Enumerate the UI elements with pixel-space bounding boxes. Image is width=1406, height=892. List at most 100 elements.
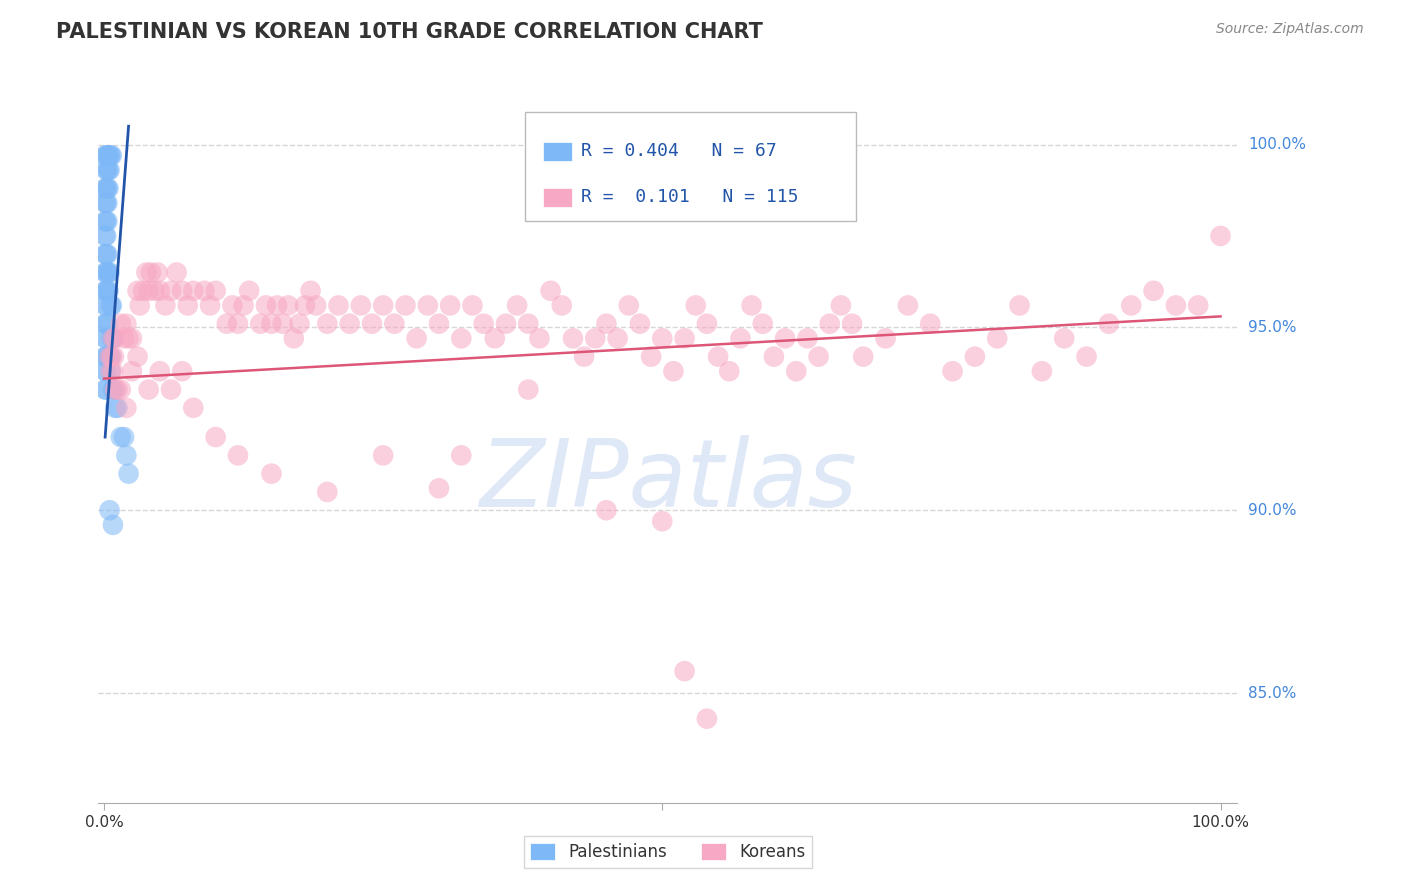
Point — [254, 298, 277, 312]
Point — [221, 298, 243, 312]
Point — [852, 350, 875, 364]
Point — [595, 503, 617, 517]
Point — [517, 317, 540, 331]
Point — [160, 284, 183, 298]
Point — [94, 181, 117, 195]
Point — [94, 350, 117, 364]
Point — [183, 401, 205, 415]
Point — [96, 383, 118, 397]
Point — [96, 196, 118, 211]
Point — [260, 317, 283, 331]
Point — [1209, 228, 1232, 243]
Point — [305, 298, 328, 312]
Point — [101, 383, 124, 397]
FancyBboxPatch shape — [543, 187, 572, 207]
Point — [100, 148, 122, 162]
Point — [685, 298, 707, 312]
Point — [249, 317, 271, 331]
Point — [121, 331, 143, 345]
Point — [1008, 298, 1031, 312]
Point — [696, 712, 718, 726]
Point — [94, 196, 117, 211]
Point — [96, 181, 118, 195]
Point — [94, 148, 117, 162]
Text: 100.0%: 100.0% — [1249, 137, 1306, 152]
Point — [143, 284, 166, 298]
Point — [662, 364, 685, 378]
Point — [1031, 364, 1053, 378]
Text: Source: ZipAtlas.com: Source: ZipAtlas.com — [1216, 22, 1364, 37]
Point — [260, 467, 283, 481]
Point — [94, 317, 117, 331]
Point — [94, 284, 117, 298]
Point — [427, 317, 450, 331]
Point — [127, 350, 149, 364]
Point — [450, 448, 472, 462]
Text: PALESTINIAN VS KOREAN 10TH GRADE CORRELATION CHART: PALESTINIAN VS KOREAN 10TH GRADE CORRELA… — [56, 22, 763, 42]
Point — [100, 364, 122, 378]
Point — [98, 265, 121, 279]
Point — [96, 181, 118, 195]
Point — [238, 284, 260, 298]
Point — [741, 298, 763, 312]
Point — [1187, 298, 1209, 312]
Point — [215, 317, 238, 331]
Point — [94, 214, 117, 228]
Point — [439, 298, 461, 312]
Point — [796, 331, 818, 345]
Legend: Palestinians, Koreans: Palestinians, Koreans — [523, 836, 813, 868]
Point — [115, 317, 138, 331]
Point — [339, 317, 361, 331]
Point — [101, 364, 124, 378]
Point — [266, 298, 288, 312]
Point — [718, 364, 741, 378]
Point — [96, 196, 118, 211]
Point — [101, 331, 124, 345]
Point — [117, 467, 139, 481]
Point — [606, 331, 628, 345]
Point — [673, 664, 696, 678]
Point — [942, 364, 965, 378]
Point — [773, 331, 796, 345]
Point — [96, 317, 118, 331]
Point — [115, 448, 138, 462]
Point — [138, 284, 160, 298]
Point — [96, 163, 118, 178]
Point — [96, 214, 118, 228]
Point — [529, 331, 551, 345]
Point — [166, 265, 188, 279]
Point — [172, 284, 194, 298]
FancyBboxPatch shape — [543, 142, 572, 161]
Point — [94, 265, 117, 279]
Point — [172, 364, 194, 378]
Point — [226, 448, 249, 462]
Text: 95.0%: 95.0% — [1249, 320, 1296, 334]
Point — [484, 331, 506, 345]
Point — [232, 298, 254, 312]
Point — [139, 265, 162, 279]
Point — [103, 383, 125, 397]
Point — [96, 364, 118, 378]
Point — [101, 298, 124, 312]
Point — [572, 350, 595, 364]
Point — [193, 284, 215, 298]
Point — [328, 298, 350, 312]
Point — [551, 298, 574, 312]
Point — [1053, 331, 1076, 345]
Point — [94, 383, 117, 397]
Point — [146, 265, 169, 279]
Point — [112, 430, 135, 444]
Point — [138, 383, 160, 397]
Point — [198, 298, 221, 312]
Point — [373, 448, 395, 462]
Point — [1121, 298, 1143, 312]
Point — [96, 247, 118, 261]
Point — [807, 350, 830, 364]
Point — [562, 331, 585, 345]
Point — [115, 401, 138, 415]
Point — [316, 317, 339, 331]
Point — [96, 148, 118, 162]
Point — [155, 298, 177, 312]
Point — [97, 163, 120, 178]
Point — [107, 383, 129, 397]
